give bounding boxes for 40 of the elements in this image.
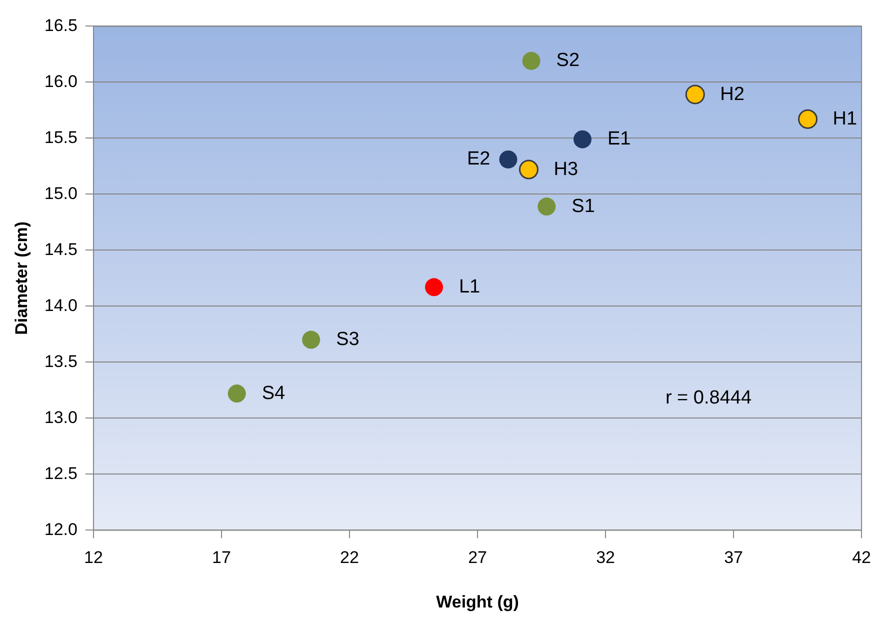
y-tick-label: 12.5 bbox=[44, 464, 78, 483]
annotation: H2 bbox=[720, 84, 744, 105]
x-tick-label: 32 bbox=[596, 548, 615, 568]
annotation: S3 bbox=[336, 329, 360, 350]
y-tick-label: 14.5 bbox=[44, 240, 78, 259]
y-tick-label: 14.0 bbox=[44, 296, 78, 315]
x-tick-label: 27 bbox=[468, 548, 487, 568]
point bbox=[424, 278, 443, 296]
annotation: L1 bbox=[458, 276, 480, 298]
point bbox=[518, 160, 538, 180]
x-tick-label: 22 bbox=[340, 548, 359, 568]
annotation: r = 0.8444 bbox=[665, 387, 752, 408]
y-tick-label: 13.5 bbox=[44, 352, 78, 371]
point bbox=[538, 198, 556, 216]
point bbox=[302, 330, 320, 349]
y-axis-title: Diameter (cm) bbox=[12, 222, 31, 335]
point bbox=[228, 384, 246, 403]
y-tick-label: 12.0 bbox=[44, 520, 78, 539]
y-tick-label: 15.5 bbox=[44, 128, 78, 147]
point bbox=[499, 150, 518, 168]
annotation: H1 bbox=[832, 108, 858, 130]
x-tick-label: 37 bbox=[724, 548, 743, 568]
annotation: S2 bbox=[556, 50, 580, 72]
x-axis-title: Weight (g) bbox=[436, 592, 519, 612]
point bbox=[522, 52, 540, 70]
y-tick-label: 13.0 bbox=[44, 408, 78, 427]
annotation: E2 bbox=[466, 148, 490, 170]
y-tick-label: 15.0 bbox=[44, 184, 78, 203]
point bbox=[685, 84, 705, 104]
x-tick-label: 12 bbox=[84, 548, 103, 568]
point bbox=[573, 130, 592, 148]
annotation: S1 bbox=[572, 196, 595, 217]
annotation: H3 bbox=[554, 158, 578, 180]
point bbox=[798, 109, 818, 129]
annotation: E1 bbox=[607, 128, 631, 150]
y-tick-label: 16.0 bbox=[44, 72, 78, 91]
y-tick-label: 16.5 bbox=[44, 16, 78, 35]
x-tick-label: 17 bbox=[212, 548, 231, 568]
x-tick-label: 42 bbox=[852, 548, 872, 568]
annotation: S4 bbox=[262, 382, 286, 404]
